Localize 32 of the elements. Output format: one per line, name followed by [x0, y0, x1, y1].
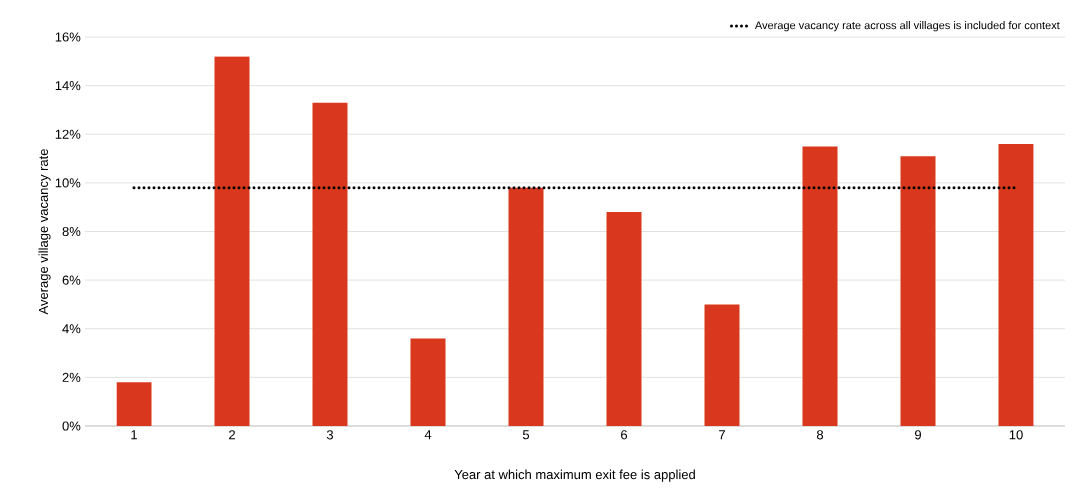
legend-label: Average vacancy rate across all villages is included for context [754, 21, 1060, 32]
bar [998, 143, 1034, 426]
y-tick-label: 2% [62, 372, 81, 382]
x-tick-label: 4 [424, 430, 432, 440]
y-axis-title: Average village vacancy rate [38, 149, 51, 315]
y-tick-label: 4% [62, 324, 81, 334]
bar [508, 187, 544, 426]
x-tick-label: 5 [522, 430, 530, 440]
y-tick-label: 14% [55, 81, 81, 91]
bar [704, 304, 740, 426]
bar [900, 156, 936, 426]
x-tick-label: 10 [1009, 430, 1023, 440]
x-tick-label: 6 [621, 430, 628, 440]
y-tick-label: 6% [62, 275, 81, 285]
y-tick-label: 16% [55, 32, 81, 42]
bar [606, 212, 642, 426]
x-axis-title: Year at which maximum exit fee is applied [454, 469, 695, 482]
bar [116, 382, 152, 426]
bar [312, 102, 348, 426]
y-tick-label: 8% [62, 226, 81, 237]
x-tick-label: 2 [229, 430, 235, 440]
y-tick-label: 0% [62, 421, 81, 431]
bar [802, 146, 838, 426]
x-tick-label: 8 [816, 430, 824, 440]
x-tick-label: 9 [915, 430, 922, 440]
bar [410, 338, 446, 426]
bar [214, 56, 250, 426]
x-tick-label: 1 [131, 430, 137, 440]
x-tick-label: 3 [326, 430, 334, 440]
x-tick-label: 7 [719, 430, 725, 440]
y-tick-label: 10% [55, 178, 81, 188]
y-tick-label: 12% [55, 129, 81, 139]
